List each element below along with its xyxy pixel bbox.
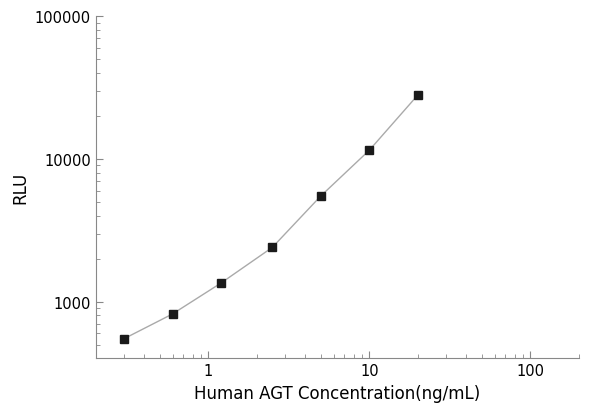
- Y-axis label: RLU: RLU: [11, 172, 29, 204]
- X-axis label: Human AGT Concentration(ng/mL): Human AGT Concentration(ng/mL): [194, 384, 480, 402]
